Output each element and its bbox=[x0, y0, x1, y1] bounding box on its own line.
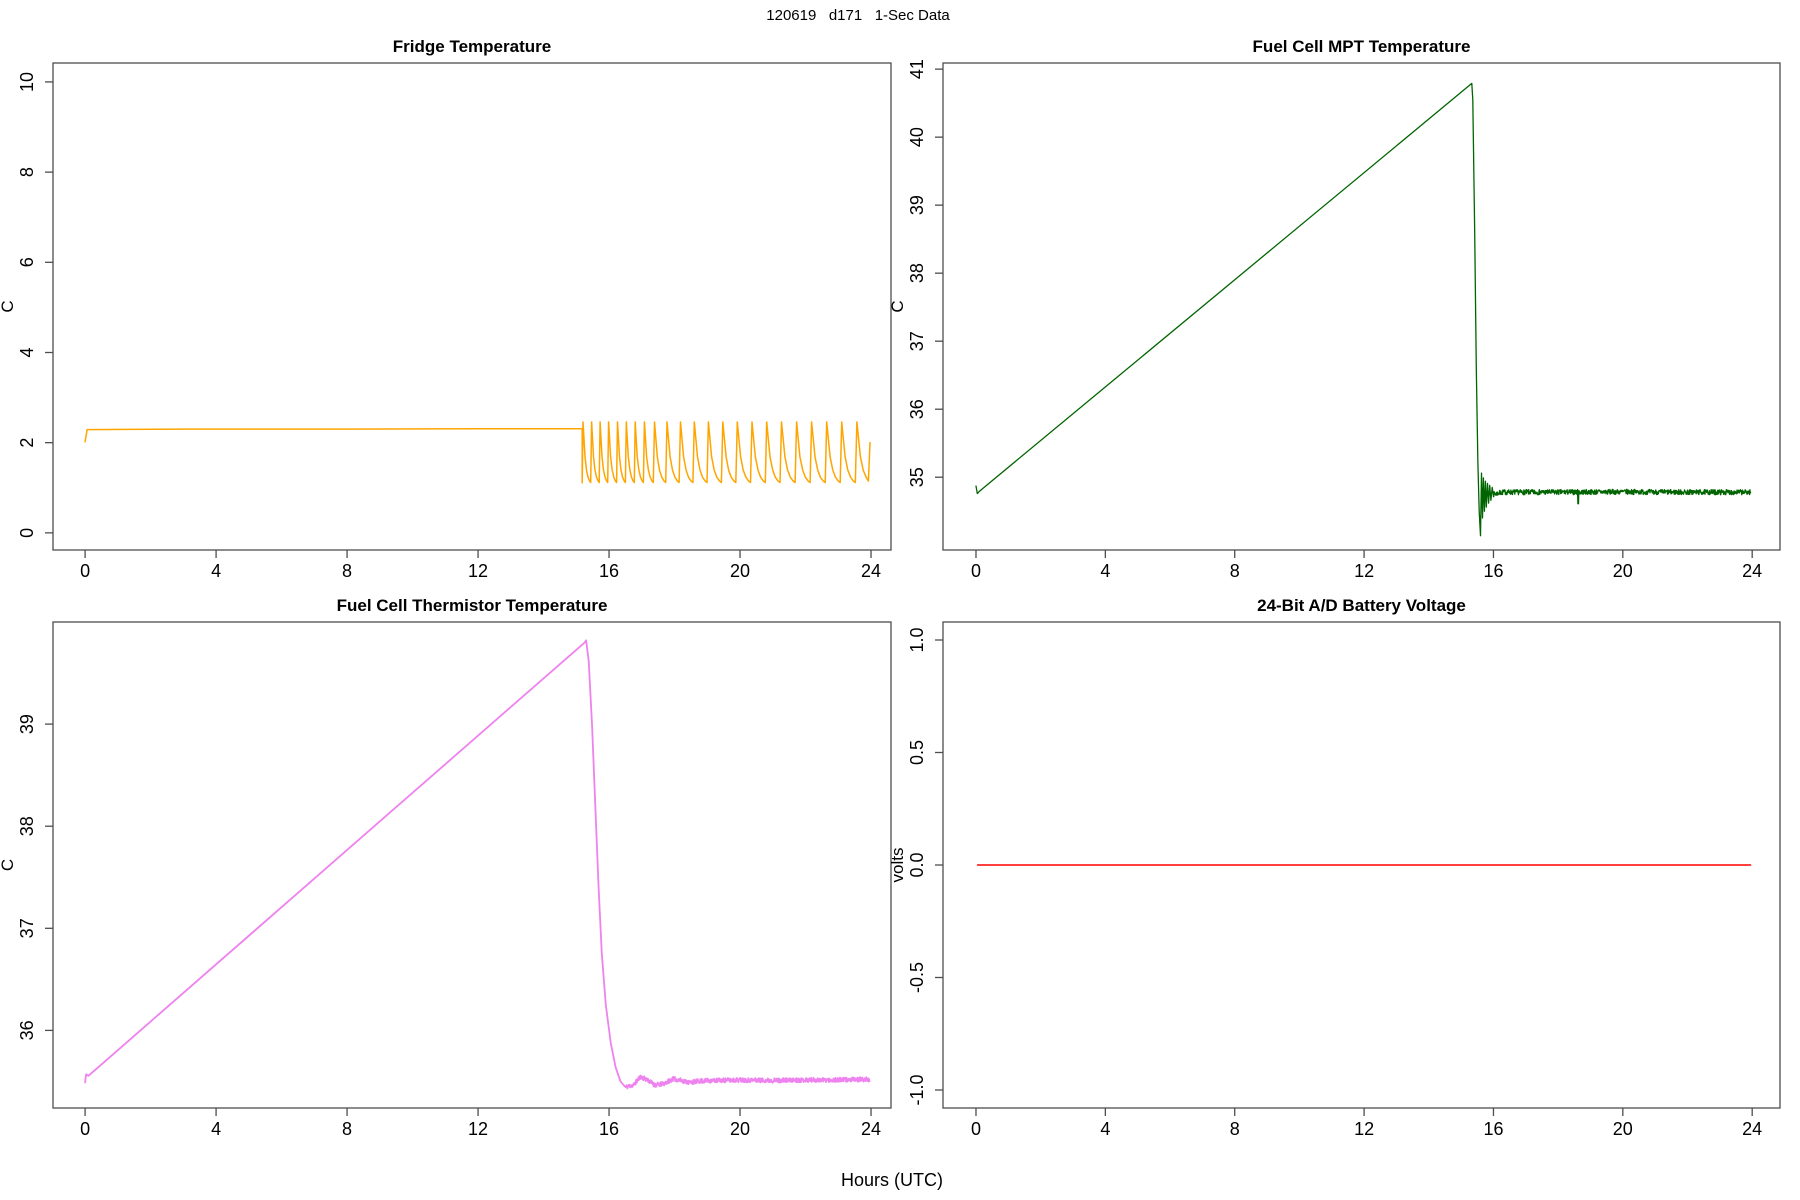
series-line-fridge-temperature bbox=[84, 421, 871, 484]
x-tick-label: 16 bbox=[1483, 561, 1503, 581]
y-axis: -1.0 -0.5 0.0 0.5 1.0 bbox=[907, 627, 943, 1106]
x-tick-label: 16 bbox=[599, 1119, 619, 1139]
y-tick-label: 37 bbox=[17, 918, 37, 938]
y-axis-title: C bbox=[888, 300, 907, 312]
y-tick-label: 41 bbox=[907, 59, 927, 79]
y-tick-label: 2 bbox=[17, 438, 37, 448]
x-tick-label: 20 bbox=[1613, 561, 1633, 581]
y-tick-label: 36 bbox=[17, 1020, 37, 1040]
x-tick-label: 0 bbox=[80, 1119, 90, 1139]
y-tick-label: 35 bbox=[907, 467, 927, 487]
y-axis: 35 36 37 38 39 40 41 bbox=[907, 59, 943, 487]
x-tick-label: 16 bbox=[599, 561, 619, 581]
x-axis: 0 4 8 12 16 20 24 bbox=[80, 1108, 881, 1139]
x-tick-label: 4 bbox=[1100, 1119, 1110, 1139]
x-axis: 0 4 8 12 16 20 24 bbox=[971, 1108, 1762, 1139]
x-tick-label: 4 bbox=[211, 1119, 221, 1139]
y-tick-label: 0 bbox=[17, 528, 37, 538]
x-tick-label: 24 bbox=[1742, 561, 1762, 581]
panel-title: Fridge Temperature bbox=[393, 37, 551, 56]
x-tick-label: 8 bbox=[1230, 1119, 1240, 1139]
y-tick-label: 38 bbox=[17, 816, 37, 836]
y-tick-label: -0.5 bbox=[907, 962, 927, 993]
x-tick-label: 24 bbox=[861, 561, 881, 581]
panel-24-bit-a-d-battery-voltage: 24-Bit A/D Battery Voltage 0 4 8 12 16 20 24 -1.… bbox=[888, 596, 1781, 1139]
x-tick-label: 20 bbox=[730, 561, 750, 581]
y-tick-label: 36 bbox=[907, 399, 927, 419]
y-axis-title: C bbox=[0, 300, 17, 312]
y-tick-label: 0.5 bbox=[907, 740, 927, 765]
plot-box bbox=[52, 621, 892, 1109]
x-tick-label: 20 bbox=[1613, 1119, 1633, 1139]
x-tick-label: 12 bbox=[1354, 1119, 1374, 1139]
panel-fuel-cell-mpt-temperature: Fuel Cell MPT Temperature 0 4 8 12 16 20 24 35 36… bbox=[888, 37, 1781, 581]
x-tick-label: 8 bbox=[342, 561, 352, 581]
x-tick-label: 0 bbox=[971, 561, 981, 581]
y-axis-title: C bbox=[0, 859, 17, 871]
panel-title: 24-Bit A/D Battery Voltage bbox=[1257, 596, 1466, 615]
y-tick-label: 37 bbox=[907, 331, 927, 351]
y-tick-label: 6 bbox=[17, 257, 37, 267]
y-tick-label: 39 bbox=[907, 195, 927, 215]
shared-x-axis-label: Hours (UTC) bbox=[841, 1170, 943, 1190]
x-tick-label: 24 bbox=[1742, 1119, 1762, 1139]
series-line-fuel-cell-thermistor-temperature bbox=[84, 639, 871, 1090]
panel-fridge-temperature: Fridge Temperature048121620240246810C bbox=[0, 37, 892, 581]
y-axis-title: volts bbox=[888, 848, 907, 883]
x-tick-label: 8 bbox=[1230, 561, 1240, 581]
y-tick-label: 38 bbox=[907, 263, 927, 283]
y-axis: 0 2 4 6 8 10 bbox=[17, 72, 53, 538]
plot-box bbox=[942, 62, 1781, 551]
x-tick-label: 20 bbox=[730, 1119, 750, 1139]
plot-box bbox=[52, 62, 892, 551]
y-tick-label: 1.0 bbox=[907, 627, 927, 652]
x-tick-label: 8 bbox=[342, 1119, 352, 1139]
panel-title: Fuel Cell Thermistor Temperature bbox=[337, 596, 608, 615]
panel-title: Fuel Cell MPT Temperature bbox=[1253, 37, 1471, 56]
panel-fuel-cell-thermistor-temperature: Fuel Cell Thermistor Temperature 0 4 8 12 16 2… bbox=[0, 596, 892, 1139]
x-tick-label: 12 bbox=[468, 561, 488, 581]
y-axis: 36 37 38 39 bbox=[17, 714, 53, 1040]
x-tick-label: 0 bbox=[80, 561, 90, 581]
y-tick-label: 4 bbox=[17, 347, 37, 357]
x-tick-label: 4 bbox=[211, 561, 221, 581]
x-tick-label: 4 bbox=[1100, 561, 1110, 581]
y-tick-label: 39 bbox=[17, 714, 37, 734]
main-title: 120619 d171 1-Sec Data bbox=[766, 7, 950, 24]
y-tick-label: -1.0 bbox=[907, 1074, 927, 1105]
x-axis: 0 4 8 12 16 20 24 bbox=[971, 550, 1762, 581]
y-tick-label: 8 bbox=[17, 167, 37, 177]
x-tick-label: 16 bbox=[1483, 1119, 1503, 1139]
x-tick-label: 12 bbox=[468, 1119, 488, 1139]
x-tick-label: 0 bbox=[971, 1119, 981, 1139]
y-tick-label: 40 bbox=[907, 127, 927, 147]
x-tick-label: 12 bbox=[1354, 561, 1374, 581]
x-tick-label: 24 bbox=[861, 1119, 881, 1139]
x-axis: 0 4 8 12 16 20 24 bbox=[80, 550, 881, 581]
series-line-fuel-cell-mpt-temperature bbox=[975, 82, 1752, 537]
y-tick-label: 0.0 bbox=[907, 852, 927, 877]
y-tick-label: 10 bbox=[17, 72, 37, 92]
